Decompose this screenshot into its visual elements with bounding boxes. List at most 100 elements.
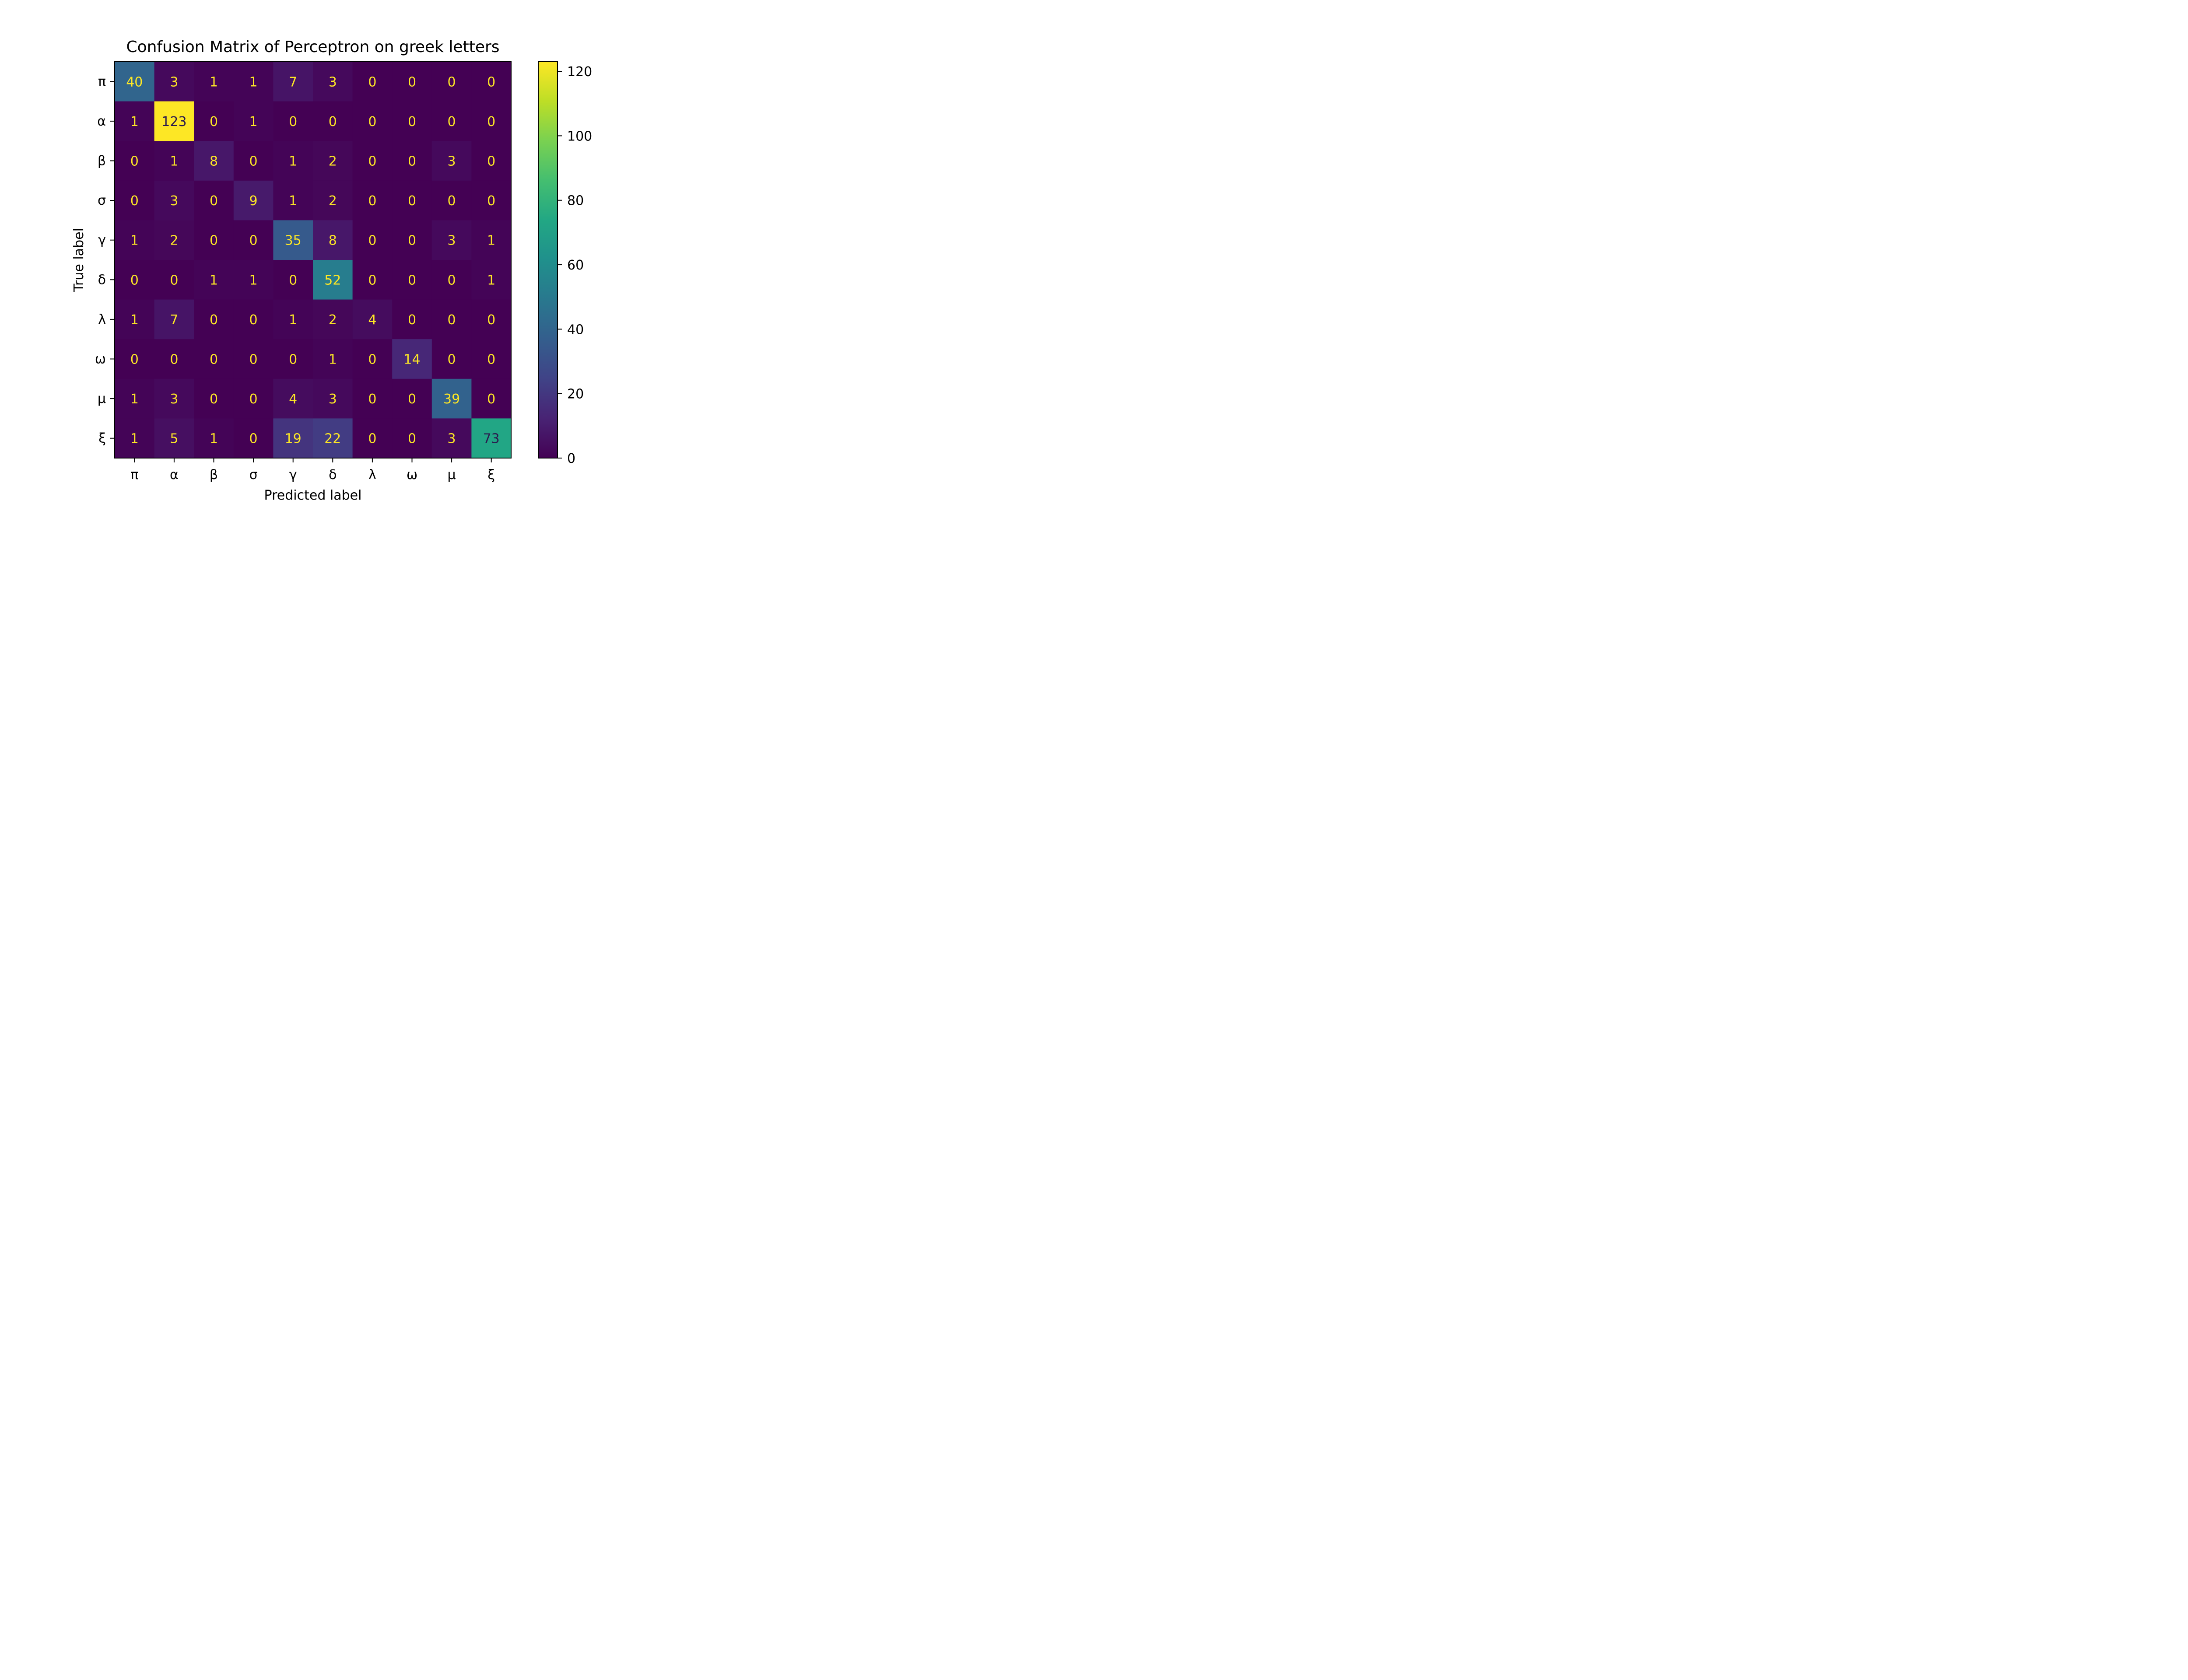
heatmap-cell — [194, 260, 234, 300]
y-tick-label: ω — [95, 352, 106, 367]
cell-value-label: 0 — [368, 392, 376, 407]
cell-value-label: 0 — [408, 431, 416, 447]
cell-value-label: 0 — [487, 154, 495, 169]
heatmap-cell — [194, 418, 234, 458]
cell-value-label: 0 — [249, 392, 258, 407]
x-tick-label: π — [130, 467, 138, 483]
cell-value-label: 0 — [289, 273, 297, 288]
cell-value-label: 0 — [249, 154, 258, 169]
cell-value-label: 1 — [210, 431, 218, 447]
heatmap-cell — [392, 339, 432, 379]
cell-value-label: 0 — [130, 273, 139, 288]
cell-value-label: 1 — [289, 193, 297, 209]
heatmap-cell — [471, 62, 512, 102]
cell-value-label: 0 — [368, 233, 376, 248]
cell-value-label: 0 — [130, 352, 139, 368]
x-tick-label: β — [210, 467, 218, 483]
cell-value-label: 0 — [408, 114, 416, 130]
cell-value-label: 0 — [448, 312, 456, 328]
heatmap-cell — [233, 378, 274, 419]
cell-value-label: 0 — [487, 114, 495, 130]
cell-value-label: 0 — [448, 114, 456, 130]
cell-value-label: 9 — [249, 193, 258, 209]
cell-value-label: 0 — [368, 273, 376, 288]
cell-value-label: 0 — [210, 233, 218, 248]
cell-value-label: 1 — [487, 233, 495, 248]
colorbar-gradient — [538, 62, 558, 458]
heatmap-cell — [233, 220, 274, 260]
heatmap-cell — [392, 378, 432, 419]
y-axis-label: True label — [71, 228, 87, 292]
heatmap-cell — [154, 180, 194, 220]
cell-value-label: 73 — [483, 431, 500, 447]
heatmap-cell — [273, 260, 313, 300]
x-tick-label: α — [170, 467, 179, 483]
cell-value-label: 52 — [324, 273, 341, 288]
cell-value-label: 0 — [487, 352, 495, 368]
heatmap-cell — [194, 220, 234, 260]
heatmap-cell — [431, 299, 472, 340]
y-tick-label: γ — [98, 233, 106, 248]
cell-value-label: 39 — [443, 392, 460, 407]
cell-value-label: 0 — [368, 352, 376, 368]
heatmap-cell — [273, 418, 313, 458]
heatmap-cell — [313, 101, 353, 141]
heatmap-cell — [392, 180, 432, 220]
cell-value-label: 0 — [487, 74, 495, 90]
colorbar-tick-label: 0 — [567, 451, 575, 466]
cell-value-label: 40 — [126, 74, 143, 90]
heatmap-cell — [352, 220, 393, 260]
cell-value-label: 0 — [210, 392, 218, 407]
y-tick-label: π — [98, 74, 106, 89]
heatmap-cell — [154, 101, 194, 141]
heatmap-cell — [273, 141, 313, 181]
x-tick-label: ξ — [487, 467, 495, 483]
y-tick-label: ξ — [98, 431, 106, 446]
heatmap-cell — [115, 141, 155, 181]
heatmap-cell — [313, 418, 353, 458]
cell-value-label: 0 — [408, 273, 416, 288]
heatmap-cell — [115, 62, 155, 102]
cell-value-label: 14 — [403, 352, 420, 368]
y-tick-label: β — [98, 154, 106, 169]
cell-value-label: 0 — [368, 74, 376, 90]
heatmap-cell — [273, 339, 313, 379]
heatmap-cell — [352, 62, 393, 102]
colorbar-tick-label: 80 — [567, 193, 584, 209]
cell-value-label: 0 — [448, 352, 456, 368]
cell-value-label: 2 — [329, 312, 337, 328]
cell-value-label: 1 — [130, 312, 139, 328]
cell-value-label: 0 — [408, 154, 416, 169]
cell-value-label: 4 — [289, 392, 297, 407]
cell-value-label: 0 — [448, 273, 456, 288]
heatmap-cell — [392, 62, 432, 102]
heatmap-cell — [313, 62, 353, 102]
heatmap-cell — [194, 141, 234, 181]
x-tick-label: λ — [368, 467, 376, 483]
heatmap-cell — [471, 220, 512, 260]
heatmap-cell — [154, 418, 194, 458]
cell-value-label: 1 — [130, 233, 139, 248]
heatmap-cell — [194, 339, 234, 379]
cell-value-label: 4 — [368, 312, 376, 328]
heatmap-cell — [392, 220, 432, 260]
cell-value-label: 22 — [324, 431, 341, 447]
colorbar-tick-label: 40 — [567, 322, 584, 337]
cell-value-label: 3 — [448, 154, 456, 169]
cell-value-label: 123 — [161, 114, 186, 130]
colorbar-frame — [538, 61, 558, 458]
cell-value-label: 7 — [170, 312, 178, 328]
heatmap-cell — [431, 101, 472, 141]
heatmap-cell — [431, 220, 472, 260]
heatmap-cell — [233, 339, 274, 379]
heatmap-cell — [471, 141, 512, 181]
cell-value-label: 0 — [487, 392, 495, 407]
x-tick-label: σ — [249, 467, 258, 483]
cell-value-label: 1 — [249, 74, 258, 90]
heatmap-cell — [154, 339, 194, 379]
cell-value-label: 0 — [210, 114, 218, 130]
heatmap-cell — [154, 378, 194, 419]
heatmap-cell — [313, 339, 353, 379]
heatmap-cell — [233, 299, 274, 340]
cell-value-label: 2 — [329, 193, 337, 209]
